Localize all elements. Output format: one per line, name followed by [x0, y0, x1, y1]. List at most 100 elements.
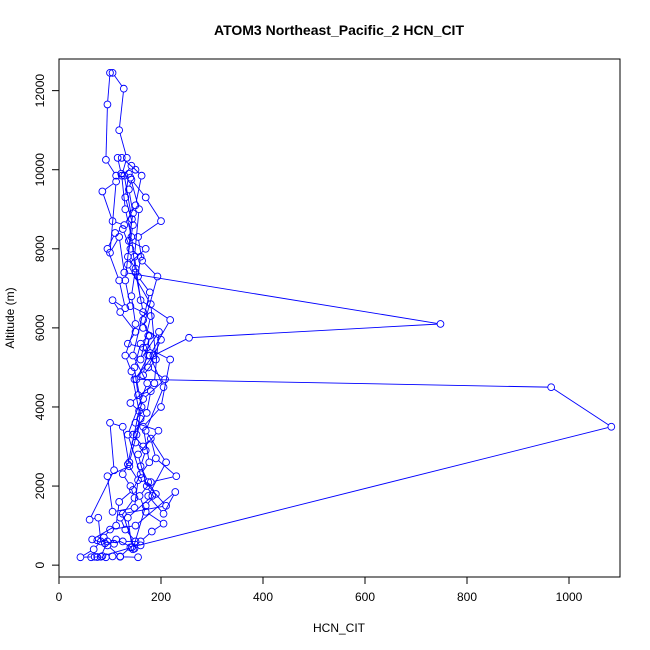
- series-segment: [104, 183, 114, 190]
- x-tick-label: 400: [253, 590, 273, 604]
- series-segment: [149, 348, 168, 359]
- series-segment: [164, 494, 175, 511]
- series-segment: [136, 382, 142, 404]
- data-point: [98, 552, 107, 560]
- data-point: [131, 268, 140, 277]
- data-point: [147, 527, 156, 536]
- data-point: [157, 403, 165, 411]
- data-point: [121, 525, 130, 534]
- data-point: [136, 414, 145, 423]
- data-point: [129, 545, 137, 554]
- data-point: [171, 488, 180, 496]
- data-point: [103, 244, 112, 253]
- data-point: [138, 256, 146, 265]
- data-point: [139, 442, 148, 451]
- data-point: [135, 407, 143, 415]
- y-tick-label: 2000: [33, 472, 47, 499]
- data-point: [150, 379, 159, 388]
- series-segment: [158, 460, 175, 475]
- series-segment: [124, 465, 129, 472]
- series-segment: [553, 388, 609, 426]
- data-point: [126, 399, 135, 407]
- data-point: [122, 154, 131, 162]
- data-point: [103, 541, 112, 550]
- data-point: [123, 430, 132, 439]
- data-point: [131, 521, 140, 530]
- series-segment: [122, 549, 129, 555]
- data-point: [108, 68, 117, 77]
- series-segment: [119, 283, 126, 305]
- x-tick-label: 0: [56, 590, 63, 604]
- series-segment: [144, 262, 156, 275]
- data-point: [172, 472, 181, 481]
- series-segment: [142, 337, 147, 342]
- series-segment: [127, 531, 134, 540]
- series-segment: [154, 525, 161, 531]
- data-point: [547, 383, 556, 392]
- series-segment: [105, 107, 108, 157]
- series-segment: [105, 547, 129, 556]
- data-point: [131, 327, 140, 336]
- data-point: [162, 458, 170, 467]
- data-point: [135, 205, 143, 214]
- data-point: [136, 537, 145, 546]
- series-segment: [145, 329, 159, 339]
- series-segment: [151, 441, 156, 456]
- series-segment: [131, 299, 136, 321]
- y-tick-label: 4000: [33, 393, 47, 420]
- data-point: [131, 264, 140, 273]
- series-segment: [143, 279, 157, 325]
- data-point: [139, 395, 148, 403]
- series-segment: [129, 466, 137, 478]
- data-point: [108, 217, 117, 225]
- data-point: [98, 187, 107, 196]
- data-point: [436, 320, 445, 328]
- data-point: [157, 335, 165, 344]
- series-segment: [124, 178, 132, 216]
- data-point: [159, 519, 168, 528]
- data-point: [101, 539, 109, 548]
- data-point: [123, 260, 132, 269]
- data-point: [103, 100, 112, 109]
- series-segment: [83, 550, 91, 556]
- series-segment: [95, 543, 99, 548]
- data-point: [134, 450, 142, 459]
- series-segment: [115, 221, 122, 225]
- data-point: [127, 367, 136, 376]
- data-point: [142, 482, 151, 490]
- series-segment: [124, 476, 129, 484]
- series-segment: [145, 440, 149, 445]
- data-point: [137, 171, 146, 180]
- series-segment: [108, 235, 115, 246]
- series-segment: [133, 307, 148, 315]
- data-point: [123, 460, 132, 469]
- data-point: [139, 371, 148, 380]
- data-point: [139, 343, 148, 352]
- data-point: [152, 454, 160, 463]
- data-point: [123, 513, 132, 522]
- data-point: [118, 537, 127, 546]
- x-axis: 0 200 400 600 800 1000: [56, 576, 583, 604]
- data-point: [102, 553, 110, 562]
- data-point: [131, 438, 140, 447]
- data-point: [126, 482, 135, 490]
- series-segment: [127, 228, 133, 254]
- data-point: [162, 501, 170, 510]
- data-point: [136, 541, 145, 550]
- series-segment: [161, 362, 170, 404]
- series-segment: [109, 426, 115, 467]
- series-segment: [127, 520, 132, 545]
- series-segment: [113, 423, 120, 427]
- data-point: [120, 221, 129, 229]
- data-point: [93, 553, 102, 561]
- series-segment: [139, 278, 149, 290]
- series-segment: [121, 500, 133, 516]
- data-point: [116, 552, 125, 561]
- series-segment: [109, 184, 117, 250]
- series-segment: [107, 479, 113, 509]
- series-segment: [141, 391, 148, 395]
- data-point: [131, 320, 140, 328]
- data-point: [90, 552, 99, 561]
- series-segment: [134, 260, 141, 297]
